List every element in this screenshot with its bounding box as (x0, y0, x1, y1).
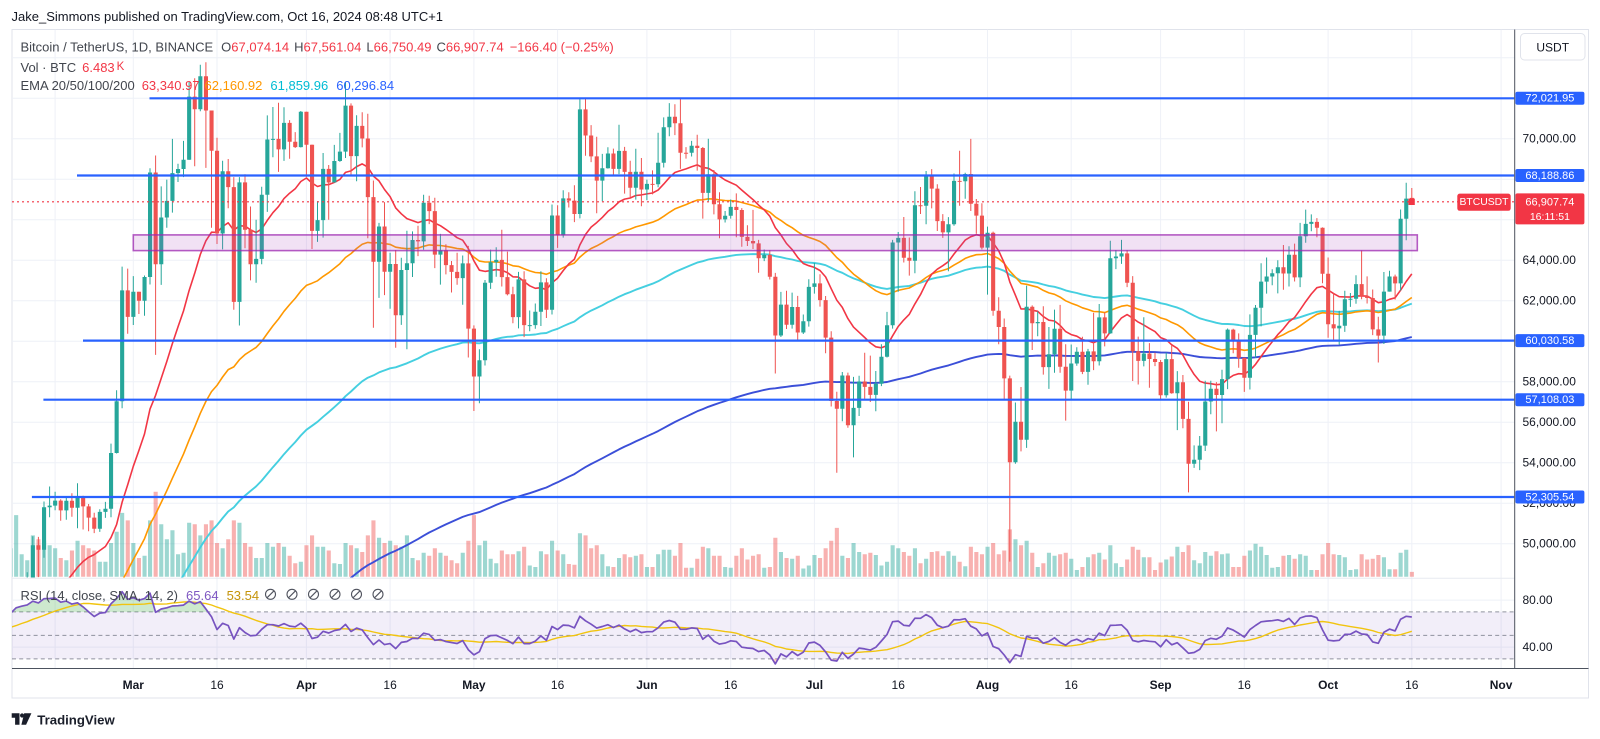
svg-text:Mar: Mar (123, 678, 145, 692)
svg-text:16: 16 (210, 678, 224, 692)
svg-text:16: 16 (724, 678, 738, 692)
svg-text:16: 16 (1405, 678, 1419, 692)
svg-text:54,000.00: 54,000.00 (1523, 456, 1577, 470)
svg-text:64,000.00: 64,000.00 (1523, 253, 1577, 267)
svg-text:Jake_Simmons published on Trad: Jake_Simmons published on TradingView.co… (12, 9, 444, 24)
svg-text:May: May (462, 678, 486, 692)
svg-text:Bitcoin / TetherUS, 1D, BINANC: Bitcoin / TetherUS, 1D, BINANCE O67,074.1… (21, 39, 614, 54)
svg-text:50,000.00: 50,000.00 (1523, 537, 1577, 551)
svg-text:Sep: Sep (1150, 678, 1172, 692)
svg-text:TradingView: TradingView (37, 712, 115, 727)
svg-text:80.00: 80.00 (1523, 593, 1553, 607)
svg-text:16: 16 (1065, 678, 1079, 692)
svg-text:66,907.74: 66,907.74 (1525, 196, 1574, 208)
svg-text:Nov: Nov (1490, 678, 1513, 692)
svg-text:BTCUSDT: BTCUSDT (1459, 197, 1509, 208)
svg-text:52,305.54: 52,305.54 (1525, 491, 1574, 503)
svg-text:16: 16 (551, 678, 565, 692)
svg-text:16:11:51: 16:11:51 (1530, 211, 1570, 223)
svg-text:40.00: 40.00 (1523, 640, 1553, 654)
svg-text:USDT: USDT (1536, 40, 1569, 54)
svg-text:16: 16 (383, 678, 397, 692)
svg-text:70,000.00: 70,000.00 (1523, 132, 1577, 146)
svg-text:Jun: Jun (636, 678, 657, 692)
svg-text:Jul: Jul (806, 678, 823, 692)
svg-text:16: 16 (892, 678, 906, 692)
svg-text:56,000.00: 56,000.00 (1523, 415, 1577, 429)
svg-text:72,021.95: 72,021.95 (1525, 93, 1574, 105)
svg-text:16: 16 (1238, 678, 1252, 692)
svg-text:58,000.00: 58,000.00 (1523, 375, 1577, 389)
svg-text:RSI (14, close, SMA, 14, 2)65.: RSI (14, close, SMA, 14, 2) 65.64 53.54 (21, 587, 260, 602)
svg-text:Aug: Aug (976, 678, 999, 692)
svg-text:Apr: Apr (296, 678, 317, 692)
svg-text:60,030.58: 60,030.58 (1525, 335, 1574, 347)
svg-text:62,000.00: 62,000.00 (1523, 294, 1577, 308)
svg-text:Oct: Oct (1318, 678, 1338, 692)
svg-text:57,108.03: 57,108.03 (1525, 394, 1574, 406)
svg-text:68,188.86: 68,188.86 (1525, 170, 1574, 182)
